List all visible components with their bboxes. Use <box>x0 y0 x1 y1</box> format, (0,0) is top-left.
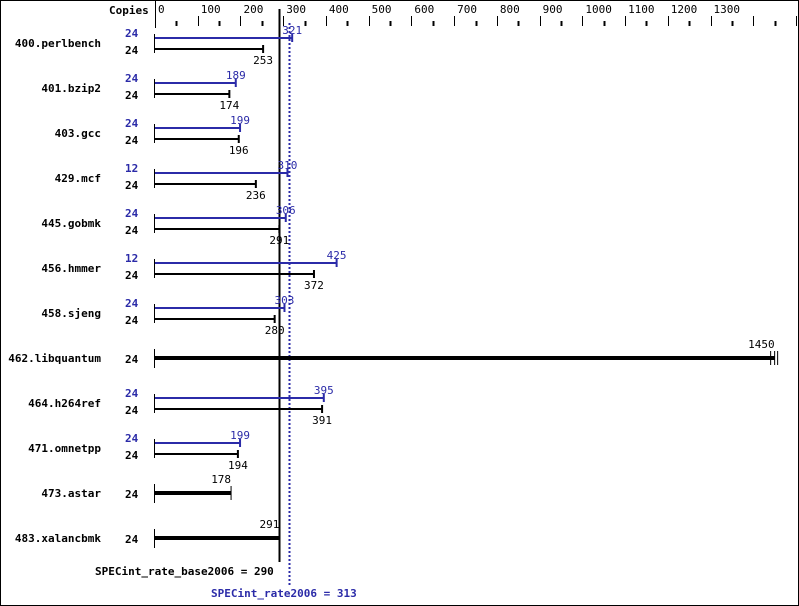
base-copies: 24 <box>125 353 139 366</box>
benchmark-label: 464.h264ref <box>28 397 101 410</box>
base-value-label: 391 <box>312 414 332 427</box>
base-copies: 24 <box>125 533 139 546</box>
tick-label: 1000 <box>585 3 612 16</box>
peak-value-label: 310 <box>278 159 298 172</box>
base-value-label: 1450 <box>748 338 775 351</box>
peak-value-label: 199 <box>230 114 250 127</box>
peak-copies: 24 <box>125 207 139 220</box>
peak-copies: 24 <box>125 117 139 130</box>
tick-label: 900 <box>543 3 563 16</box>
base-value-label: 196 <box>229 144 249 157</box>
peak-copies: 24 <box>125 432 139 445</box>
base-copies: 24 <box>125 404 139 417</box>
base-copies: 24 <box>125 44 139 57</box>
base-value-label: 280 <box>265 324 285 337</box>
base-summary: SPECint_rate_base2006 = 290 <box>95 565 274 578</box>
tick-label: 1300 <box>714 3 741 16</box>
benchmark-label: 445.gobmk <box>41 217 101 230</box>
peak-copies: 24 <box>125 27 139 40</box>
peak-copies: 24 <box>125 297 139 310</box>
base-value-label: 253 <box>253 54 273 67</box>
benchmark-label: 400.perlbench <box>15 37 101 50</box>
tick-label: 1100 <box>628 3 655 16</box>
base-copies: 24 <box>125 269 139 282</box>
tick-label: 200 <box>243 3 263 16</box>
base-copies: 24 <box>125 134 139 147</box>
benchmark-label: 403.gcc <box>55 127 101 140</box>
peak-summary: SPECint_rate2006 = 313 <box>211 587 357 600</box>
tick-label: 100 <box>201 3 221 16</box>
benchmark-label: 458.sjeng <box>41 307 101 320</box>
base-value-label: 174 <box>219 99 239 112</box>
base-value-label: 178 <box>211 473 231 486</box>
base-copies: 24 <box>125 314 139 327</box>
base-value-label: 291 <box>259 518 279 531</box>
tick-label: 300 <box>286 3 306 16</box>
benchmark-label: 401.bzip2 <box>41 82 101 95</box>
tick-label: 500 <box>372 3 392 16</box>
axis-header: Copies <box>109 4 149 17</box>
base-value-label: 236 <box>246 189 266 202</box>
peak-value-label: 306 <box>276 204 296 217</box>
base-value-label: 372 <box>304 279 324 292</box>
benchmark-label: 473.astar <box>41 487 101 500</box>
peak-value-label: 395 <box>314 384 334 397</box>
tick-label: 800 <box>500 3 520 16</box>
tick-label: 400 <box>329 3 349 16</box>
tick-label: 600 <box>414 3 434 16</box>
tick-label: 700 <box>457 3 477 16</box>
base-copies: 24 <box>125 224 139 237</box>
base-value-label: 194 <box>228 459 248 472</box>
benchmark-label: 456.hmmer <box>41 262 101 275</box>
peak-copies: 12 <box>125 162 138 175</box>
base-copies: 24 <box>125 449 139 462</box>
benchmark-label: 471.omnetpp <box>28 442 101 455</box>
peak-value-label: 189 <box>226 69 246 82</box>
base-value-label: 291 <box>269 234 289 247</box>
peak-value-label: 303 <box>275 294 295 307</box>
base-copies: 24 <box>125 488 139 501</box>
peak-copies: 24 <box>125 387 139 400</box>
benchmark-label: 483.xalancbmk <box>15 532 101 545</box>
peak-value-label: 199 <box>230 429 250 442</box>
peak-copies: 24 <box>125 72 139 85</box>
tick-label: 1200 <box>671 3 698 16</box>
tick-label: 0 <box>158 3 165 16</box>
base-copies: 24 <box>125 179 139 192</box>
benchmark-label: 429.mcf <box>55 172 101 185</box>
benchmark-label: 462.libquantum <box>8 352 101 365</box>
peak-copies: 12 <box>125 252 138 265</box>
peak-value-label: 321 <box>282 24 302 37</box>
base-copies: 24 <box>125 89 139 102</box>
peak-value-label: 425 <box>327 249 347 262</box>
